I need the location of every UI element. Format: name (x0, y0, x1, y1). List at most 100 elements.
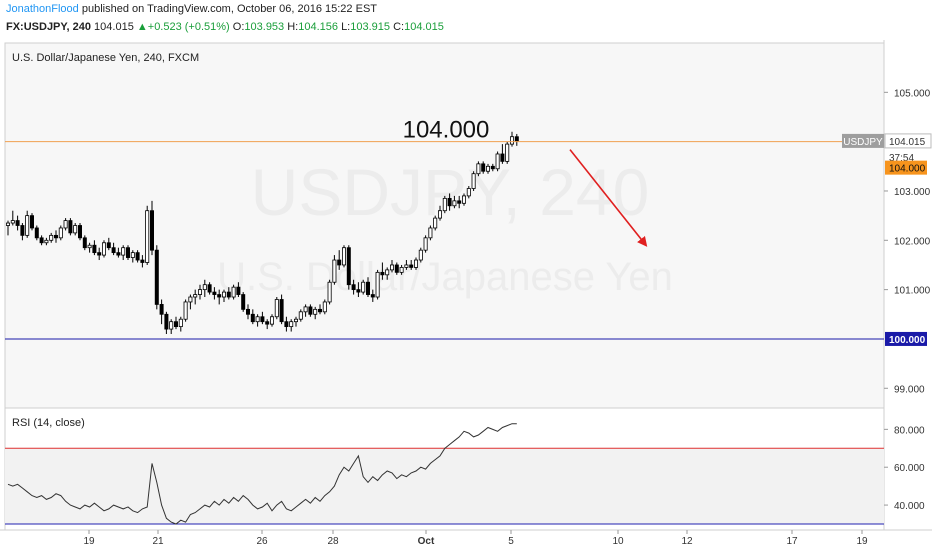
candle (188, 294, 193, 310)
candle-body (274, 299, 279, 318)
candle-body (279, 299, 284, 323)
time-tick-label: 19 (856, 536, 868, 547)
candle-body (250, 313, 255, 323)
candle (58, 225, 63, 241)
author-link[interactable]: JonathonFlood (6, 3, 79, 15)
rsi-title: RSI (14, close) (12, 417, 85, 429)
candle-body (183, 301, 188, 320)
high-value: 104.156 (298, 21, 338, 33)
candle (116, 247, 121, 258)
candle (15, 215, 20, 231)
rsi-tick-label: 40.000 (894, 501, 925, 512)
candle-body (509, 136, 514, 145)
candle-body (178, 318, 183, 328)
candle (193, 289, 198, 305)
candle (509, 131, 514, 147)
candle (293, 316, 298, 327)
candle-body (457, 200, 462, 204)
candle-body (308, 306, 313, 315)
price-tick-label: 99.000 (894, 384, 925, 395)
candle (341, 245, 346, 268)
candle-body (404, 264, 409, 268)
candle (471, 171, 476, 191)
candle (78, 223, 83, 241)
candle-body (346, 247, 351, 286)
time-tick-label: Oct (418, 536, 435, 547)
candle (63, 218, 68, 231)
open-value: 103.953 (244, 21, 285, 33)
candle (121, 245, 126, 261)
candle (274, 297, 279, 320)
time-tick-label: 17 (786, 536, 798, 547)
rsi-tick-label: 80.000 (894, 425, 925, 436)
candle (457, 195, 462, 209)
candle-body (212, 291, 217, 295)
candle-body (135, 252, 140, 261)
candle-body (140, 259, 145, 263)
candle-body (514, 136, 519, 142)
candle-body (49, 234, 54, 241)
candle (385, 267, 390, 280)
candle (140, 255, 145, 268)
candle-body (466, 188, 471, 197)
candle (159, 299, 164, 325)
candle (313, 306, 318, 320)
candle-body (188, 296, 193, 303)
last-price-tag-label: 104.015 (889, 137, 926, 148)
candle (399, 264, 404, 275)
candle (207, 282, 212, 295)
candle-body (433, 217, 438, 229)
close-value: 104.015 (404, 21, 444, 33)
candle (418, 247, 423, 263)
candle-body (82, 237, 87, 249)
candle (149, 200, 154, 256)
candle-body (145, 210, 150, 263)
chart-header: JonathonFlood published on TradingView.c… (0, 0, 932, 40)
candle (289, 319, 294, 332)
candle (73, 223, 78, 236)
candle (447, 193, 452, 211)
resistance-label: 104.000 (403, 117, 490, 144)
candle-body (389, 264, 394, 271)
candle (500, 144, 505, 164)
candle-body (490, 165, 495, 170)
candle (365, 277, 370, 298)
candle (481, 161, 486, 174)
time-tick-label: 5 (508, 536, 514, 547)
candle (92, 240, 97, 256)
candle (102, 240, 107, 258)
candle-body (6, 222, 11, 226)
low-value: 103.915 (350, 21, 391, 33)
candle (255, 314, 260, 327)
resistance-tag-label: 104.000 (889, 164, 926, 175)
candle (370, 289, 375, 302)
candle (135, 250, 140, 263)
candle-body (121, 247, 126, 256)
candle-body (207, 284, 212, 293)
candle-body (173, 321, 178, 328)
candle (433, 215, 438, 231)
candle (169, 319, 174, 335)
candle-body (39, 237, 44, 244)
candle-body (375, 271, 380, 298)
price-tick-label: 103.000 (894, 187, 931, 198)
candle (495, 151, 500, 172)
candle-body (10, 220, 15, 224)
candle-body (102, 242, 107, 256)
candle-body (260, 316, 265, 323)
candle (317, 304, 322, 315)
candle-body (313, 308, 318, 315)
candle-body (87, 244, 92, 249)
time-tick-label: 19 (83, 536, 95, 547)
candle-body (476, 163, 481, 175)
symbol-tag (842, 133, 884, 148)
candle-body (97, 252, 102, 256)
symbol-tag-label: USDJPY (843, 137, 883, 148)
chart-area[interactable]: USDJPY, 240 U.S. Dollar/Japanese Yen U.S. … (0, 40, 932, 550)
candle (245, 304, 250, 320)
candle-body (485, 165, 490, 172)
candle (212, 287, 217, 300)
candle (327, 279, 332, 305)
candle-body (332, 259, 337, 283)
candle (197, 284, 202, 300)
